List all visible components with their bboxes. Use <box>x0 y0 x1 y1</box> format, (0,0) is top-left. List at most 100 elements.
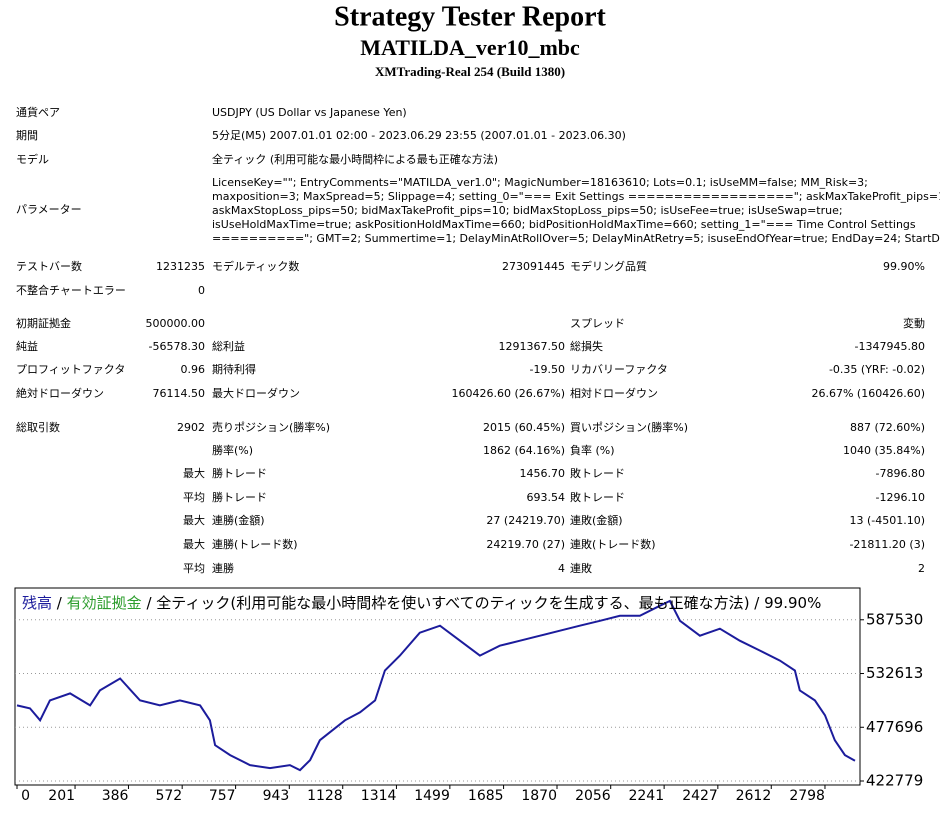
stat-label: 期待利得 <box>212 362 256 376</box>
stat-value: -7896.80 <box>876 467 925 480</box>
stat-label: 勝トレード <box>212 490 267 504</box>
stat-label: モデリング品質 <box>570 259 647 273</box>
x-tick-label: 943 <box>263 788 290 804</box>
stat-value: 最大 <box>183 513 205 527</box>
info-label: 通貨ペア <box>16 105 60 119</box>
legend-entry: 有効証拠金 <box>67 594 142 612</box>
stat-label: 負率 (%) <box>570 443 615 457</box>
x-tick-label: 201 <box>48 788 75 804</box>
stat-value: 平均 <box>183 562 205 575</box>
stat-value: 2902 <box>177 421 205 434</box>
stat-value: 変動 <box>903 316 925 330</box>
stat-label: 連敗 <box>570 561 592 575</box>
stat-value: 最大 <box>183 466 205 480</box>
stat-value: 13 (-4501.10) <box>849 514 925 527</box>
stat-label: 初期証拠金 <box>16 316 71 330</box>
stat-label: 総取引数 <box>16 420 60 434</box>
stat-label: スプレッド <box>570 317 625 330</box>
y-tick-label: 532613 <box>866 664 923 682</box>
stat-value: 1456.70 <box>520 467 566 480</box>
stat-value: 500000.00 <box>146 317 206 330</box>
stat-value: 0.96 <box>181 363 206 376</box>
y-tick-label: 422779 <box>866 772 923 790</box>
stat-label: 勝率(%) <box>212 443 253 457</box>
stat-label: 連勝 <box>212 561 234 575</box>
stat-value: 273091445 <box>502 260 565 273</box>
stat-value: -56578.30 <box>149 340 205 353</box>
stat-label: 買いポジション(勝率%) <box>570 420 688 434</box>
stat-label: 連勝(金額) <box>212 513 265 527</box>
parameter-line: askMaxStopLoss_pips=50; bidMaxTakeProfit… <box>212 204 843 217</box>
x-tick-label: 0 <box>21 788 30 804</box>
stat-label: 相対ドローダウン <box>570 386 658 400</box>
stat-value: 26.67% (160426.60) <box>811 387 925 400</box>
info-value: 5分足(M5) 2007.01.01 02:00 - 2023.06.29 23… <box>212 129 626 142</box>
x-tick-label: 386 <box>102 788 129 804</box>
x-tick-label: 2798 <box>789 788 825 804</box>
stat-value: -0.35 (YRF: -0.02) <box>829 363 925 376</box>
parameter-line: isUseHoldMaxTime=true; askPositionHoldMa… <box>212 218 916 231</box>
stat-label: 敗トレード <box>570 466 625 480</box>
stat-value: 0 <box>198 284 205 297</box>
parameter-line: maxposition=3; MaxSpread=5; Slippage=4; … <box>212 190 940 203</box>
stat-value: 887 (72.60%) <box>850 421 925 434</box>
report-title: Strategy Tester Report <box>334 1 606 32</box>
stat-label: 勝トレード <box>212 466 267 480</box>
x-tick-label: 572 <box>155 788 182 804</box>
stat-label: 敗トレード <box>570 490 625 504</box>
stat-label: 連敗(金額) <box>570 513 623 527</box>
stat-value: -19.50 <box>530 363 565 376</box>
parameter-line: LicenseKey=""; EntryComments="MATILDA_ve… <box>212 176 868 189</box>
stat-value: 693.54 <box>527 491 566 504</box>
info-value: 全ティック (利用可能な最小時間枠による最も正確な方法) <box>212 152 498 166</box>
x-tick-label: 2612 <box>736 788 772 804</box>
stat-label: 総損失 <box>570 339 603 353</box>
stat-value: 最大 <box>183 537 205 551</box>
stat-value: 2 <box>918 562 925 575</box>
x-tick-label: 1870 <box>521 788 557 804</box>
stat-value: 平均 <box>183 491 205 504</box>
x-tick-label: 1685 <box>468 788 504 804</box>
x-tick-label: 2427 <box>682 788 718 804</box>
x-tick-label: 1314 <box>361 788 397 804</box>
stat-value: 160426.60 (26.67%) <box>451 387 565 400</box>
stat-value: 27 (24219.70) <box>486 514 565 527</box>
stat-value: -1296.10 <box>876 491 925 504</box>
legend-separator: / <box>146 594 152 612</box>
stat-label: 売りポジション(勝率%) <box>212 420 330 434</box>
stat-label: 総利益 <box>212 339 245 353</box>
stat-value: 4 <box>558 562 565 575</box>
chart-frame <box>14 587 861 786</box>
stat-value: 1231235 <box>156 260 205 273</box>
info-label: パラメーター <box>16 203 82 216</box>
legend-caption: 全ティック(利用可能な最小時間枠を使いすべてのティックを生成する、最も正確な方法… <box>156 594 821 612</box>
x-tick-label: 1499 <box>414 788 450 804</box>
stat-value: -1347945.80 <box>855 340 925 353</box>
legend-entry: 残高 <box>22 594 52 612</box>
report-subtitle: MATILDA_ver10_mbc <box>360 35 580 60</box>
stat-label: モデルティック数 <box>212 259 299 273</box>
y-tick-label: 477696 <box>866 718 923 736</box>
report-build: XMTrading-Real 254 (Build 1380) <box>375 64 565 79</box>
balance-line <box>16 599 856 772</box>
x-tick-label: 1128 <box>307 788 343 804</box>
stat-value: 76114.50 <box>153 387 206 400</box>
stat-value: 1040 (35.84%) <box>843 444 925 457</box>
legend-separator: / <box>57 594 63 612</box>
stat-label: 最大ドローダウン <box>212 386 300 400</box>
y-tick-label: 587530 <box>866 610 923 628</box>
x-tick-label: 757 <box>209 788 236 804</box>
stat-value: 1291367.50 <box>499 340 565 353</box>
stat-value: 1862 (64.16%) <box>483 444 565 457</box>
stat-label: テストバー数 <box>16 260 82 273</box>
stat-label: 絶対ドローダウン <box>16 386 104 400</box>
stat-label: 連勝(トレード数) <box>212 537 298 551</box>
info-label: 期間 <box>16 129 38 142</box>
x-tick-label: 2241 <box>628 788 664 804</box>
info-value: USDJPY (US Dollar vs Japanese Yen) <box>212 106 407 119</box>
stat-value: 2015 (60.45%) <box>483 421 565 434</box>
stat-label: 純益 <box>16 339 38 353</box>
stat-value: -21811.20 (3) <box>849 538 925 551</box>
x-tick-label: 2056 <box>575 788 611 804</box>
chart-legend: 残高 / 有効証拠金 / 全ティック(利用可能な最小時間枠を使いすべてのティック… <box>22 594 821 612</box>
